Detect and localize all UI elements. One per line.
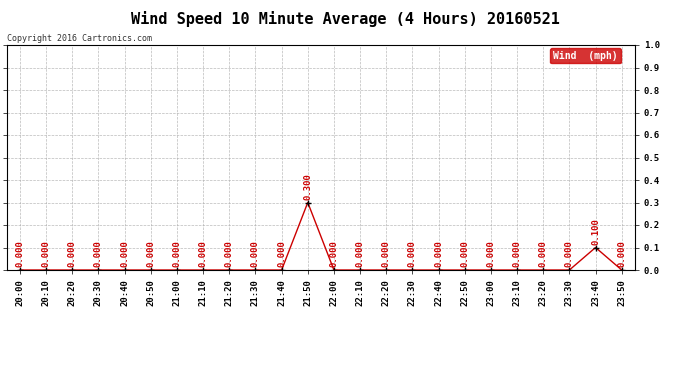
Text: 0.000: 0.000 [513, 240, 522, 267]
Text: 0.000: 0.000 [225, 240, 234, 267]
Text: 0.100: 0.100 [591, 218, 600, 245]
Text: 0.000: 0.000 [94, 240, 103, 267]
Text: 0.000: 0.000 [251, 240, 260, 267]
Legend: Wind  (mph): Wind (mph) [550, 48, 620, 63]
Text: 0.300: 0.300 [304, 173, 313, 200]
Text: 0.000: 0.000 [434, 240, 443, 267]
Text: 0.000: 0.000 [120, 240, 129, 267]
Text: 0.000: 0.000 [355, 240, 364, 267]
Text: 0.000: 0.000 [41, 240, 50, 267]
Text: Wind Speed 10 Minute Average (4 Hours) 20160521: Wind Speed 10 Minute Average (4 Hours) 2… [130, 11, 560, 27]
Text: 0.000: 0.000 [408, 240, 417, 267]
Text: 0.000: 0.000 [277, 240, 286, 267]
Text: 0.000: 0.000 [618, 240, 627, 267]
Text: 0.000: 0.000 [146, 240, 155, 267]
Text: 0.000: 0.000 [199, 240, 208, 267]
Text: 0.000: 0.000 [486, 240, 495, 267]
Text: 0.000: 0.000 [68, 240, 77, 267]
Text: 0.000: 0.000 [539, 240, 548, 267]
Text: Copyright 2016 Cartronics.com: Copyright 2016 Cartronics.com [7, 34, 152, 43]
Text: 0.000: 0.000 [460, 240, 469, 267]
Text: 0.000: 0.000 [382, 240, 391, 267]
Text: 0.000: 0.000 [329, 240, 338, 267]
Text: 0.000: 0.000 [15, 240, 24, 267]
Text: 0.000: 0.000 [172, 240, 181, 267]
Text: 0.000: 0.000 [565, 240, 574, 267]
